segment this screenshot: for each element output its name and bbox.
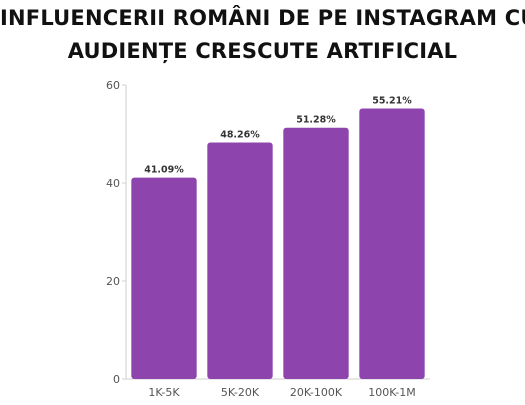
bar-1k-5k	[131, 177, 197, 379]
chart-title: INFLUENCERII ROMÂNI DE PE INSTAGRAM CU A…	[0, 2, 525, 68]
x-tick-label: 5K-20K	[221, 386, 260, 399]
x-tick-label: 100K-1M	[368, 386, 416, 399]
chart-title-line-2: AUDIENȚE CRESCUTE ARTIFICIAL	[67, 39, 458, 63]
data-labels: 41.09% 48.26% 51.28% 55.21%	[144, 95, 412, 175]
bar-100k-1m	[359, 108, 425, 379]
y-tick-label: 0	[113, 373, 120, 386]
bar-20k-100k	[283, 127, 349, 379]
y-axis-ticks: 0 20 40 60	[106, 79, 126, 386]
y-tick-label: 60	[106, 79, 120, 92]
bar-value-label: 55.21%	[372, 95, 412, 106]
x-tick-label: 20K-100K	[290, 386, 343, 399]
bar-value-label: 41.09%	[144, 165, 184, 176]
bar-value-label: 51.28%	[296, 115, 336, 126]
bar-value-label: 48.26%	[220, 130, 260, 141]
y-tick-label: 40	[106, 177, 120, 190]
bar-5k-20k	[207, 142, 273, 379]
x-tick-label: 1K-5K	[148, 386, 180, 399]
x-axis-ticks: 1K-5K 5K-20K 20K-100K 100K-1M	[148, 386, 415, 399]
chart-title-line-1: INFLUENCERII ROMÂNI DE PE INSTAGRAM CU	[0, 6, 525, 30]
y-tick-label: 20	[106, 275, 120, 288]
bars	[131, 108, 425, 379]
